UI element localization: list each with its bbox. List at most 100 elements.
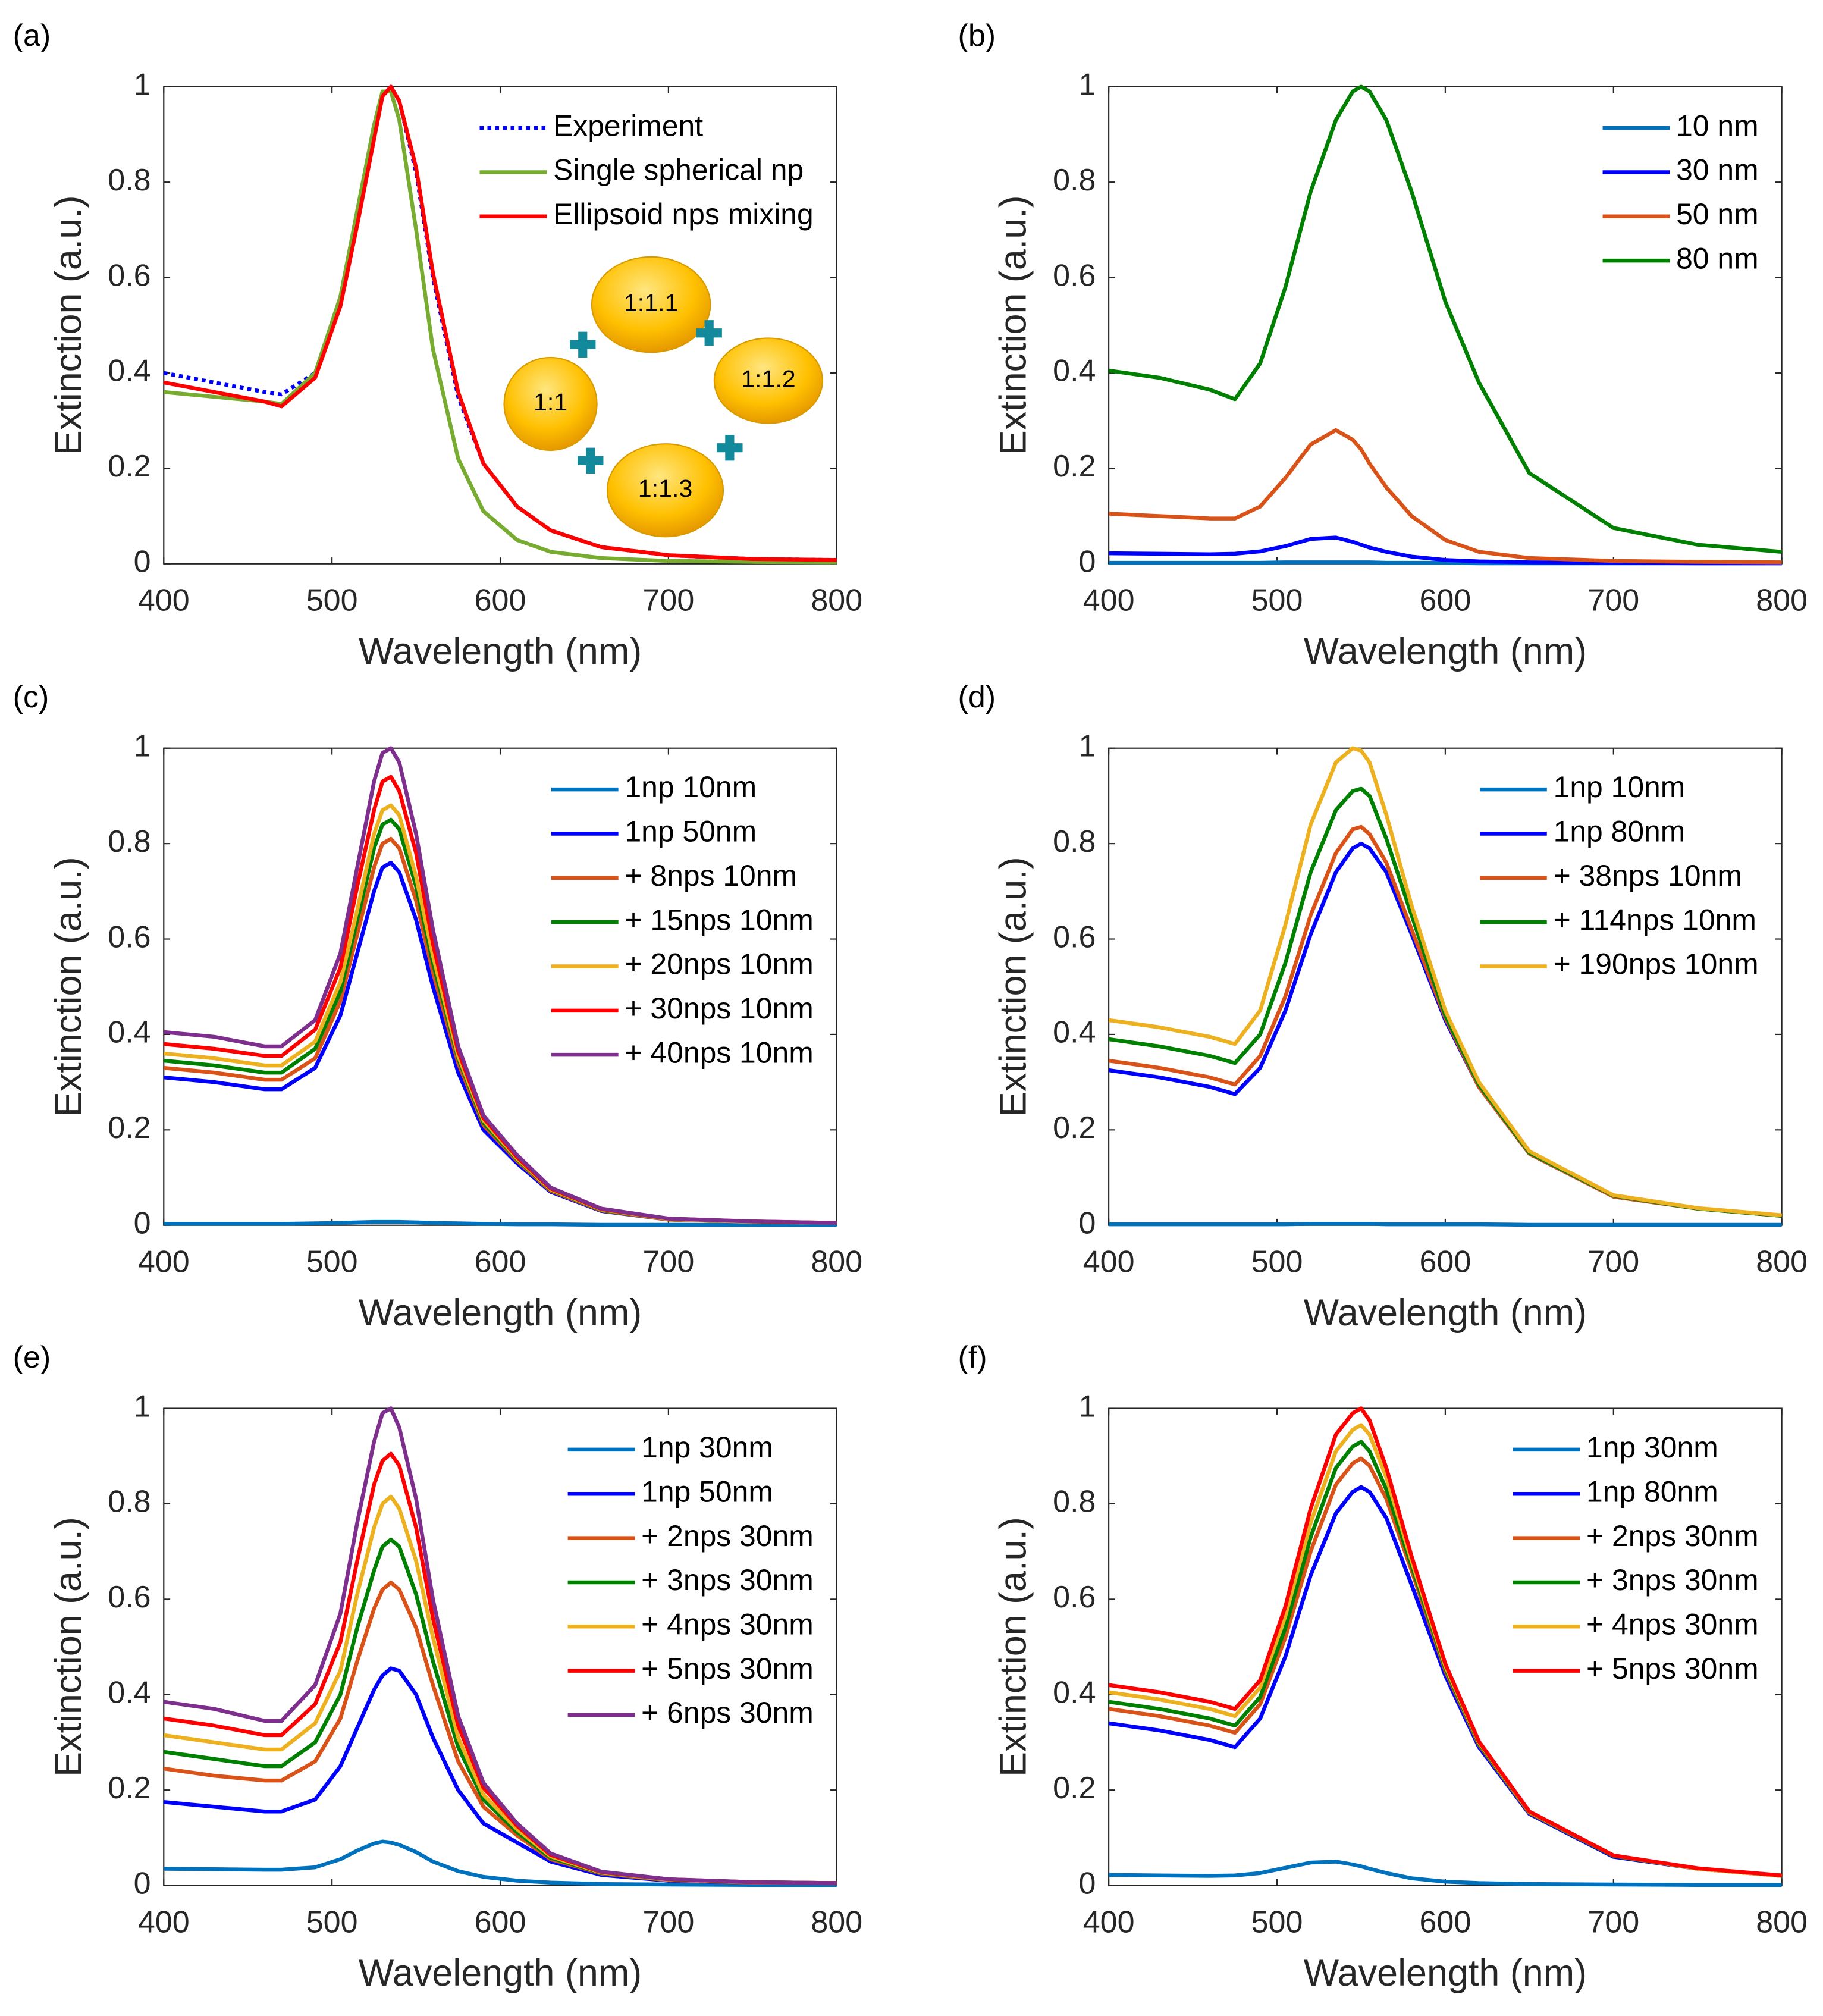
series-line <box>163 1406 837 1885</box>
y-tick-label: 0.2 <box>1053 449 1096 484</box>
y-axis-label: Extinction (a.u.) <box>48 1517 89 1777</box>
x-axis-label: Wavelength (nm) <box>1304 631 1587 672</box>
y-tick-label: 0.4 <box>1053 1675 1096 1710</box>
panel-label: (c) <box>13 680 49 714</box>
legend-label: + 3nps 30nm <box>1586 1563 1759 1597</box>
series-line <box>163 84 837 562</box>
x-tick-label: 500 <box>1251 584 1303 618</box>
x-tick-label: 800 <box>811 1245 862 1280</box>
particle <box>713 337 824 424</box>
legend-label: + 6nps 30nm <box>641 1696 814 1729</box>
x-tick-label: 700 <box>643 1245 695 1280</box>
x-axis-label: Wavelength (nm) <box>359 1952 642 1994</box>
panel: (a) 400 500 600 700 800 0 0.2 0.4 0.6 0.8 1 Waveleng… <box>13 18 863 672</box>
x-tick-label: 400 <box>138 584 190 618</box>
legend-label: + 5nps 30nm <box>641 1652 814 1685</box>
panel: (b) 400 500 600 700 800 0 0.2 0.4 0.6 0.8 1 Waveleng… <box>958 18 1808 672</box>
y-tick-label: 1 <box>1079 67 1096 102</box>
y-tick-label: 0.2 <box>1053 1111 1096 1145</box>
y-axis-label: Extinction (a.u.) <box>48 195 89 455</box>
plus-sign <box>717 434 743 461</box>
y-tick-label: 0.4 <box>1053 1015 1096 1050</box>
y-tick-label: 0.6 <box>108 258 150 293</box>
panel: (d) 400 500 600 700 800 0 0.2 0.4 0.6 0.8 1 Waveleng… <box>958 680 1808 1334</box>
y-tick-label: 0.8 <box>108 1485 150 1519</box>
legend-label: Ellipsoid nps mixing <box>553 197 814 231</box>
panel: (c) 400 500 600 700 800 0 0.2 0.4 0.6 0.8 1 Waveleng… <box>13 680 863 1334</box>
x-tick-label: 400 <box>138 1245 190 1280</box>
panel-label: (a) <box>13 18 51 53</box>
x-tick-label: 400 <box>1083 1245 1135 1280</box>
legend-label: + 20nps 10nm <box>625 948 813 981</box>
x-tick-label: 600 <box>1419 1905 1471 1939</box>
y-tick-label: 0.6 <box>1053 1580 1096 1614</box>
series-line <box>1108 1406 1782 1877</box>
legend-label: 1np 50nm <box>641 1475 773 1508</box>
particle <box>606 443 724 538</box>
x-tick-label: 600 <box>475 584 526 618</box>
series-line <box>163 746 837 1225</box>
x-tick-label: 800 <box>811 1905 862 1939</box>
x-tick-label: 800 <box>1756 1245 1808 1280</box>
x-tick-label: 500 <box>1251 1905 1303 1939</box>
y-tick-label: 0.2 <box>108 449 150 484</box>
y-tick-label: 0.4 <box>1053 354 1096 388</box>
y-tick-label: 1 <box>134 729 151 763</box>
legend-label: 10 nm <box>1676 109 1759 142</box>
legend-label: 30 nm <box>1676 153 1759 187</box>
legend-label: + 5nps 30nm <box>1586 1652 1759 1685</box>
y-tick-label: 0.4 <box>108 1015 150 1050</box>
y-tick-label: 0.6 <box>1053 258 1096 293</box>
legend-label: + 114nps 10nm <box>1554 903 1756 936</box>
x-tick-label: 400 <box>1083 584 1135 618</box>
x-axis-label: Wavelength (nm) <box>1304 1292 1587 1334</box>
plus-sign <box>570 331 596 358</box>
x-tick-label: 600 <box>475 1905 526 1939</box>
legend-label: 1np 30nm <box>1586 1431 1718 1464</box>
annotation: 1:1 <box>534 388 567 416</box>
legend-label: 50 nm <box>1676 197 1759 231</box>
x-tick-label: 700 <box>1587 1905 1639 1939</box>
y-axis-label: Extinction (a.u.) <box>993 195 1034 455</box>
panel-label: (e) <box>13 1340 51 1375</box>
legend-label: Single spherical np <box>553 153 804 187</box>
plus-sign <box>578 447 604 474</box>
legend-label: 80 nm <box>1676 242 1759 275</box>
legend-label: 1np 10nm <box>625 770 757 804</box>
y-tick-label: 0 <box>1079 1206 1096 1240</box>
annotation: 1:1.2 <box>741 365 796 393</box>
legend-label: 1np 80nm <box>1554 815 1686 848</box>
y-tick-label: 0.2 <box>108 1111 150 1145</box>
legend-label: + 4nps 30nm <box>641 1607 814 1641</box>
y-tick-label: 0.6 <box>1053 920 1096 954</box>
legend-label: Experiment <box>553 109 703 142</box>
legend-label: + 38nps 10nm <box>1554 859 1742 892</box>
x-tick-label: 800 <box>811 584 862 618</box>
y-tick-label: 1 <box>1079 1389 1096 1424</box>
y-tick-label: 0.8 <box>1053 824 1096 859</box>
x-tick-label: 500 <box>306 1905 358 1939</box>
y-tick-label: 0 <box>134 1866 151 1901</box>
series-line <box>1109 535 1782 566</box>
x-tick-label: 500 <box>306 1245 358 1280</box>
x-tick-label: 700 <box>1587 1245 1639 1280</box>
legend-label: + 30nps 10nm <box>625 992 813 1025</box>
y-tick-label: 0.8 <box>108 824 150 859</box>
legend-label: 1np 10nm <box>1554 770 1686 804</box>
legend-label: 1np 30nm <box>641 1431 773 1464</box>
y-axis-label: Extinction (a.u.) <box>48 857 89 1117</box>
x-tick-label: 600 <box>1419 584 1471 618</box>
panel-label: (f) <box>958 1340 987 1375</box>
panel-label: (d) <box>958 680 996 714</box>
panel-label: (b) <box>958 18 996 53</box>
y-tick-label: 0.8 <box>1053 163 1096 197</box>
x-tick-label: 800 <box>1756 1905 1808 1939</box>
x-tick-label: 500 <box>1251 1245 1303 1280</box>
series-line <box>1108 428 1782 565</box>
x-tick-label: 700 <box>643 584 695 618</box>
series-line <box>1109 1222 1782 1227</box>
legend-label: + 8nps 10nm <box>625 859 797 892</box>
series-line <box>164 1219 837 1227</box>
